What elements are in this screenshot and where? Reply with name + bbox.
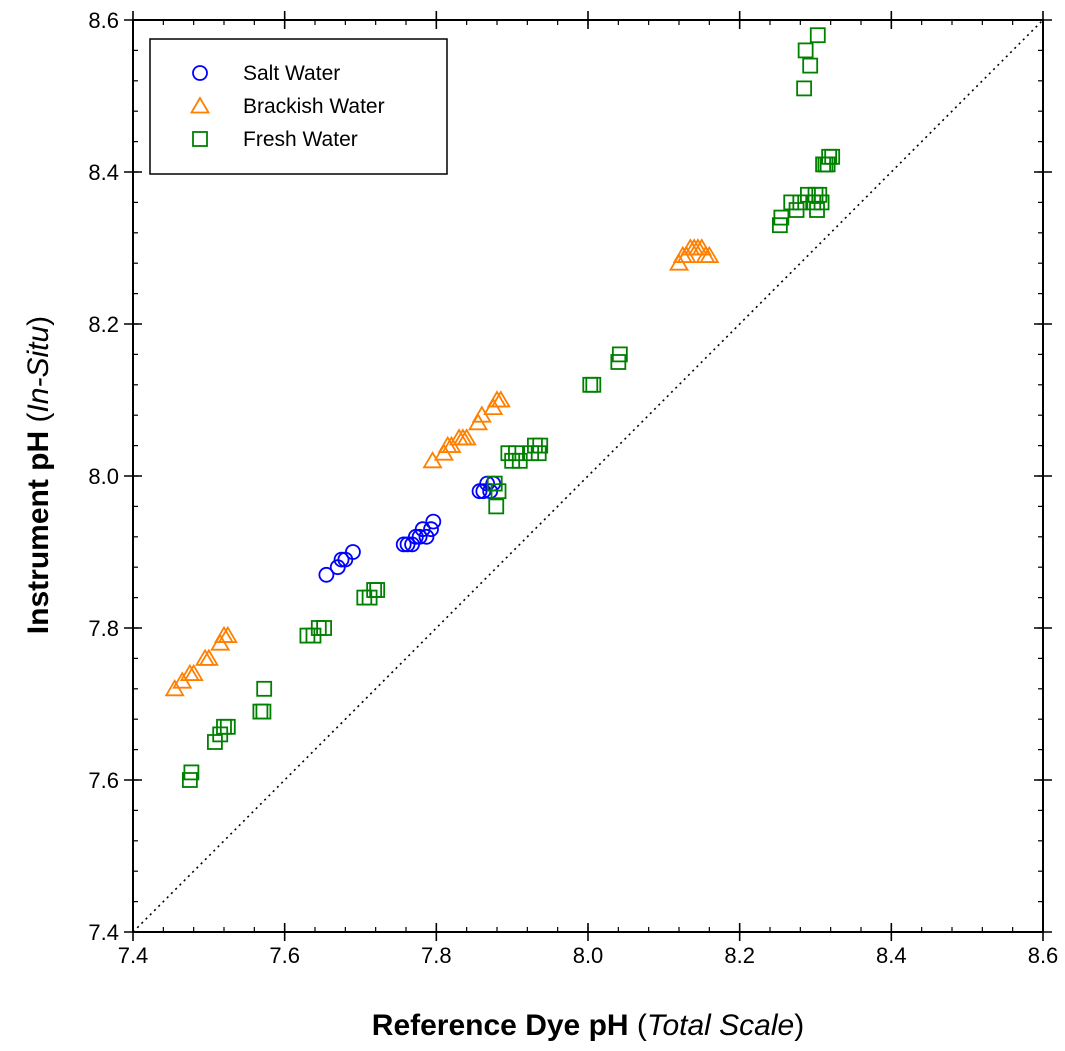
fresh-water-point [773, 209, 790, 226]
salt-water-point [425, 513, 442, 530]
fresh-water-point [824, 148, 841, 165]
plot-frame [132, 19, 1044, 933]
salt-water-point [345, 544, 361, 560]
fresh-water-point [183, 764, 200, 781]
salt-water-point [418, 528, 435, 545]
fresh-water-point [611, 346, 628, 363]
series-salt-water [318, 475, 502, 583]
series-fresh-water [181, 27, 841, 788]
salt-water-point [423, 521, 439, 538]
x-tick-label: 8.0 [573, 943, 604, 968]
y-tick-label: 7.4 [88, 920, 119, 945]
legend-marker-triangle [189, 96, 211, 114]
y-tick-label: 8.2 [88, 312, 119, 337]
legend-item-salt-water: Salt Water [192, 62, 340, 85]
brackish-water-point [699, 245, 720, 264]
data-points [164, 27, 841, 788]
x-axis-title: Reference Dye pH (Total Scale) [372, 1009, 804, 1042]
y-tick-label: 8.6 [88, 8, 119, 33]
legend: Salt Water Brackish Water Fresh Water [149, 38, 448, 175]
salt-water-point [395, 536, 412, 553]
fresh-water-point [802, 57, 819, 74]
y-tick-label: 7.8 [88, 616, 119, 641]
y-tick-label: 7.6 [88, 768, 119, 793]
brackish-water-point [490, 390, 511, 408]
fresh-water-point [316, 620, 333, 636]
brackish-water-point [198, 648, 219, 666]
legend-marker-square [192, 131, 208, 147]
x-tick-label: 8.4 [876, 943, 907, 968]
fresh-water-point [255, 703, 272, 720]
fresh-water-point [809, 27, 826, 44]
salt-water-point [333, 551, 350, 568]
fresh-water-point [488, 498, 505, 515]
legend-item-brackish-water: Brackish Water [189, 95, 385, 118]
brackish-water-point [217, 625, 238, 643]
y-tick-labels: 7.4 7.6 7.8 8.0 8.2 8.4 8.6 [88, 8, 119, 945]
series-brackish-water [164, 238, 720, 697]
brackish-water-point [183, 663, 204, 681]
x-tick-label: 7.8 [421, 943, 452, 968]
x-tick-labels: 7.4 7.6 7.8 8.0 8.2 8.4 8.6 [118, 943, 1059, 968]
fresh-water-point [219, 718, 236, 735]
legend-label: Brackish Water [243, 95, 385, 118]
legend-label: Fresh Water [243, 128, 358, 151]
fresh-water-point [532, 437, 549, 454]
y-tick-label: 8.4 [88, 160, 119, 185]
x-tick-label: 7.6 [269, 943, 300, 968]
brackish-water-point [456, 428, 477, 446]
x-tick-label: 7.4 [118, 943, 149, 968]
x-tick-label: 8.2 [724, 943, 755, 968]
x-tick-label: 8.6 [1028, 943, 1059, 968]
fresh-water-point [585, 376, 602, 393]
y-axis-title: Instrument pH (In-Situ) [22, 316, 55, 634]
fresh-water-point [796, 80, 813, 97]
fresh-water-point [490, 483, 507, 500]
fresh-water-point [252, 703, 269, 720]
legend-box [149, 38, 448, 175]
fresh-water-point [582, 376, 599, 393]
legend-item-fresh-water: Fresh Water [192, 128, 358, 151]
salt-water-point [414, 521, 431, 538]
y-tick-label: 8.0 [88, 464, 119, 489]
salt-water-point [318, 566, 335, 583]
fresh-water-point [256, 680, 273, 697]
salt-water-point [411, 528, 428, 545]
fresh-water-point [797, 42, 814, 59]
legend-label: Salt Water [243, 62, 340, 85]
fresh-water-point [813, 194, 830, 211]
fresh-water-point [369, 582, 386, 598]
legend-marker-circle [192, 65, 208, 81]
